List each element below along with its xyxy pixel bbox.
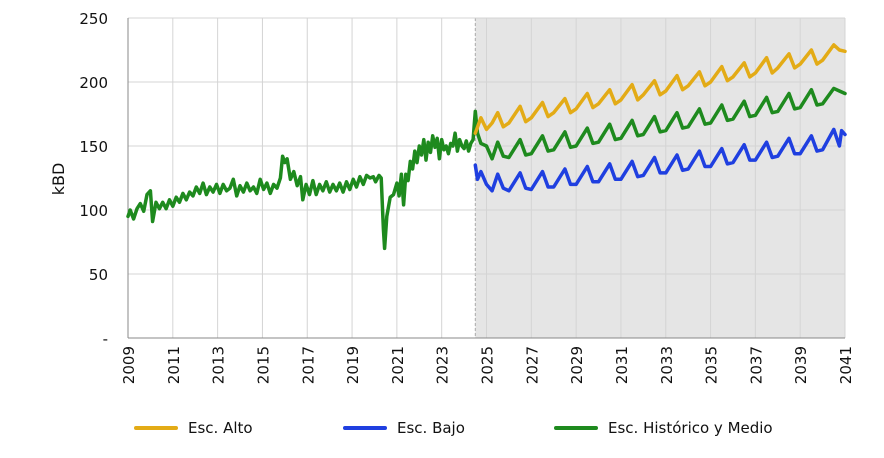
x-tick-label: 2015 [254,346,272,384]
series-line-esc-alto [473,43,847,135]
y-tick-label: 100 [79,202,108,220]
x-tick-label: 2033 [658,346,676,384]
x-tick-label: 2031 [613,346,631,384]
x-tick-label: 2027 [523,346,541,384]
x-tick-label: 2029 [568,346,586,384]
y-tick-label: - [103,330,108,348]
legend-item-esc-bajo: Esc. Bajo [343,419,465,437]
x-tick-label: 2021 [389,346,407,384]
x-tick-label: 2039 [792,346,810,384]
x-tick-label: 2035 [703,346,721,384]
x-tick-label: 2011 [165,346,183,384]
legend-label: Esc. Alto [188,419,253,437]
forecast-shaded-region [475,18,845,338]
x-tick-label: 2041 [837,346,855,384]
x-tick-label: 2037 [747,346,765,384]
series-line-esc-bajo [473,127,847,193]
y-tick-label: 50 [89,266,108,284]
legend-label: Esc. Bajo [397,419,465,437]
y-axis-label: kBD [49,163,68,196]
y-tick-label: 200 [79,74,108,92]
x-tick-label: 2013 [210,346,228,384]
x-tick-label: 2017 [299,346,317,384]
legend-item-esc-hist-rico-y-medio: Esc. Histórico y Medio [554,419,773,437]
x-tick-label: 2009 [120,346,138,384]
x-tick-label: 2023 [434,346,452,384]
series-line-esc-hist-rico-y-medio [126,86,847,251]
y-tick-label: 150 [79,138,108,156]
x-tick-label: 2019 [344,346,362,384]
x-tick-label: 2025 [479,346,497,384]
y-tick-label: 250 [79,10,108,28]
legend-item-esc-alto: Esc. Alto [134,419,253,437]
legend-label: Esc. Histórico y Medio [608,419,773,437]
